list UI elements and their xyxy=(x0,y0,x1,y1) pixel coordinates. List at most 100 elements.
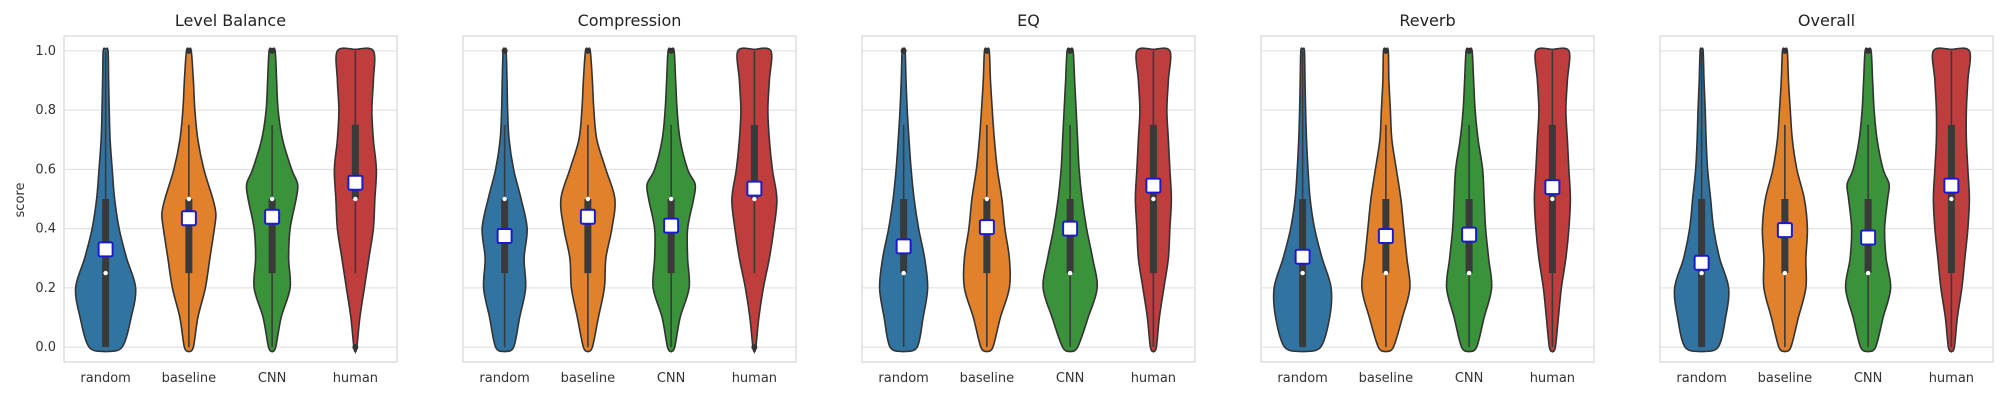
median-marker xyxy=(1782,270,1788,276)
y-tick-label: 0.6 xyxy=(35,162,56,177)
mean-marker xyxy=(1943,177,1960,194)
outlier-point xyxy=(751,344,758,351)
violin-group-human xyxy=(1134,47,1173,354)
violin-group-baseline xyxy=(962,47,1012,353)
outlier-point xyxy=(1067,47,1074,54)
x-tick-label: baseline xyxy=(561,371,615,386)
median-marker xyxy=(1300,270,1305,276)
median-marker xyxy=(585,196,591,202)
mean-marker xyxy=(978,219,995,236)
violin-group-random xyxy=(878,47,929,353)
panel-title: Overall xyxy=(1798,11,1855,30)
x-tick-label: random xyxy=(1277,371,1327,386)
outlier-point xyxy=(900,47,907,54)
outlier-point xyxy=(1781,47,1788,54)
mean-marker xyxy=(97,241,114,258)
violin-group-random xyxy=(1673,47,1730,353)
violin-group-cnn xyxy=(645,47,697,353)
x-tick-label: human xyxy=(1929,371,1974,386)
violin-group-random xyxy=(1272,47,1333,353)
mean-marker xyxy=(1461,226,1478,243)
median-marker xyxy=(668,196,674,202)
x-tick-label: CNN xyxy=(1056,371,1085,386)
x-tick-label: baseline xyxy=(162,371,216,386)
median-marker xyxy=(502,196,507,202)
violin-group-baseline xyxy=(559,47,616,353)
mean-marker xyxy=(663,217,680,234)
median-marker xyxy=(103,270,108,276)
mean-marker xyxy=(347,174,364,191)
violin-group-human xyxy=(1931,47,1972,354)
y-tick-label: 0.2 xyxy=(35,281,56,296)
mean-marker xyxy=(264,208,281,225)
outlier-point xyxy=(352,344,359,351)
median-marker xyxy=(353,196,358,202)
violin-group-cnn xyxy=(1844,47,1892,353)
x-tick-label: random xyxy=(878,371,928,386)
outlier-point xyxy=(185,47,192,54)
median-marker xyxy=(1949,196,1954,202)
median-marker xyxy=(269,196,275,202)
mean-marker xyxy=(180,210,197,227)
violin-group-human xyxy=(731,47,778,355)
median-marker xyxy=(1151,196,1156,202)
x-tick-label: random xyxy=(479,371,529,386)
mean-marker xyxy=(746,180,763,197)
median-marker xyxy=(186,196,192,202)
x-tick-label: CNN xyxy=(657,371,686,386)
panel-reverb: Reverb random baseline CNN human xyxy=(1260,11,1595,386)
y-tick-label: 0.8 xyxy=(35,103,56,118)
mean-marker xyxy=(579,208,596,225)
median-marker xyxy=(1865,270,1871,276)
violin-group-random xyxy=(481,47,528,353)
x-tick-label: human xyxy=(333,371,378,386)
panel-compression: Compression random baseline CNN human xyxy=(462,11,797,386)
mean-marker xyxy=(895,238,912,255)
x-tick-label: CNN xyxy=(258,371,287,386)
panel-eq: EQ random baseline CNN human xyxy=(861,11,1196,386)
panel-title: EQ xyxy=(1017,11,1040,30)
x-tick-label: random xyxy=(1676,371,1726,386)
panel-level-balance: 0.0 0.2 0.4 0.6 0.8 1.0 Level Balance random bas… xyxy=(35,11,398,386)
mean-marker xyxy=(1544,179,1561,196)
outlier-point xyxy=(983,47,990,54)
mean-marker xyxy=(1145,177,1162,194)
outlier-point xyxy=(269,47,276,54)
y-axis-label: score xyxy=(13,183,28,218)
x-tick-label: CNN xyxy=(1455,371,1484,386)
x-tick-label: human xyxy=(1131,371,1176,386)
violin-group-human xyxy=(1533,47,1572,354)
outlier-point xyxy=(584,47,591,54)
median-marker xyxy=(752,196,757,202)
panel-title: Compression xyxy=(578,11,682,30)
x-tick-label: baseline xyxy=(960,371,1014,386)
outlier-point xyxy=(1865,47,1872,54)
x-tick-label: CNN xyxy=(1854,371,1883,386)
y-tick-label: 0.4 xyxy=(35,222,56,237)
y-tick-label: 0.0 xyxy=(35,340,56,355)
median-marker xyxy=(1550,196,1555,202)
violin-group-baseline xyxy=(1761,47,1809,353)
violin-group-random xyxy=(74,47,137,353)
median-marker xyxy=(1699,270,1704,276)
mean-marker xyxy=(1294,248,1311,265)
outlier-point xyxy=(1466,47,1473,54)
violin-group-cnn xyxy=(1445,47,1493,353)
panel-overall: Overall random baseline CNN human xyxy=(1659,11,1994,386)
median-marker xyxy=(1466,270,1472,276)
x-tick-label: human xyxy=(1530,371,1575,386)
mean-marker xyxy=(1693,254,1710,271)
median-marker xyxy=(984,196,990,202)
mean-marker xyxy=(1860,229,1877,246)
x-tick-label: baseline xyxy=(1359,371,1413,386)
mean-marker xyxy=(496,228,513,245)
violin-group-baseline xyxy=(1360,47,1411,353)
outlier-point xyxy=(1382,47,1389,54)
x-tick-label: human xyxy=(732,371,777,386)
violin-group-cnn xyxy=(1042,47,1099,353)
violin-group-baseline xyxy=(161,47,217,353)
median-marker xyxy=(1383,270,1389,276)
violin-group-cnn xyxy=(245,47,299,353)
x-tick-label: baseline xyxy=(1758,371,1812,386)
